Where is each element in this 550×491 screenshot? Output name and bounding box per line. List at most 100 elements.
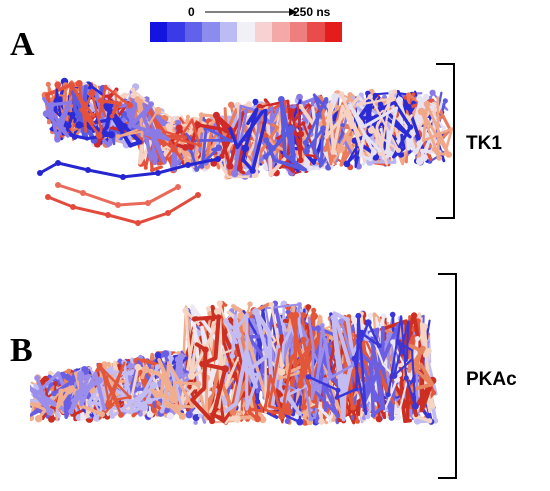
atom-ball <box>80 416 85 421</box>
atom-ball <box>381 313 387 319</box>
trajectory-chain <box>117 98 159 138</box>
time-color-swatch <box>167 22 185 42</box>
panel-b-bracket <box>438 273 457 479</box>
atom-ball <box>87 82 93 89</box>
atom-ball <box>389 311 396 318</box>
atom-ball <box>52 381 59 387</box>
atom-ball <box>302 147 310 155</box>
atom-ball <box>182 135 188 140</box>
atom-ball <box>115 202 121 208</box>
atom-ball <box>68 408 74 415</box>
atom-ball <box>229 353 236 359</box>
atom-ball <box>126 102 134 109</box>
atom-ball <box>306 165 313 172</box>
atom-ball <box>163 400 168 406</box>
atom-ball <box>55 182 61 188</box>
atom-ball <box>75 414 82 421</box>
trajectory-chain <box>99 97 143 148</box>
atom-ball <box>429 89 436 96</box>
trajectory-chain <box>140 357 179 402</box>
atom-ball <box>289 355 295 360</box>
trajectory-chain <box>407 344 435 392</box>
atom-ball <box>313 384 321 392</box>
atom-ball <box>186 114 190 119</box>
atom-ball <box>345 317 350 323</box>
atom-ball <box>178 412 186 420</box>
atom-ball <box>256 337 262 343</box>
atom-ball <box>115 134 121 139</box>
atom-ball <box>95 376 104 384</box>
atom-ball <box>120 174 126 180</box>
atom-ball <box>199 360 206 368</box>
atom-ball <box>70 204 76 210</box>
atom-ball <box>252 98 259 105</box>
atom-ball <box>265 353 270 358</box>
atom-ball <box>182 307 189 314</box>
atom-ball <box>109 114 115 119</box>
time-color-swatch <box>324 22 342 42</box>
atom-ball <box>347 92 353 98</box>
time-color-swatch <box>219 22 238 42</box>
atom-ball <box>103 375 109 381</box>
atom-ball <box>56 371 61 376</box>
atom-ball <box>351 316 358 323</box>
atom-ball <box>127 395 132 400</box>
atom-ball <box>234 331 242 339</box>
atom-ball <box>37 170 43 176</box>
atom-ball <box>390 372 398 379</box>
atom-ball <box>338 318 345 325</box>
atom-ball <box>279 363 285 368</box>
time-color-swatch <box>184 22 203 42</box>
atom-ball <box>327 371 333 378</box>
atom-ball <box>128 143 133 148</box>
atom-ball <box>249 167 256 174</box>
time-color-swatch <box>202 22 220 42</box>
atom-ball <box>342 373 348 379</box>
atom-ball <box>146 397 153 405</box>
atom-ball <box>320 125 327 132</box>
atom-ball <box>297 411 303 416</box>
atom-ball <box>305 304 312 310</box>
atom-ball <box>169 396 178 404</box>
atom-ball <box>376 343 382 349</box>
atom-ball <box>347 103 353 108</box>
atom-ball <box>406 92 412 98</box>
atom-ball <box>421 323 428 330</box>
atom-ball <box>154 106 162 114</box>
atom-ball <box>173 406 181 414</box>
trajectory-chain <box>307 316 355 401</box>
trajectory-chain <box>97 85 132 119</box>
atom-ball <box>185 162 191 168</box>
atom-ball <box>97 97 104 104</box>
atom-ball <box>67 100 72 105</box>
atom-ball <box>128 370 134 376</box>
atom-ball <box>335 413 341 419</box>
atom-ball <box>137 139 143 145</box>
atom-ball <box>143 165 148 170</box>
atom-ball <box>407 124 414 130</box>
trajectory-chain <box>164 361 209 420</box>
atom-ball <box>135 220 141 226</box>
atom-ball <box>256 372 261 378</box>
atom-ball <box>442 98 448 104</box>
atom-ball <box>141 365 150 374</box>
atom-ball <box>351 355 358 362</box>
atom-ball <box>116 101 122 107</box>
atom-ball <box>85 136 89 141</box>
atom-ball <box>216 300 223 307</box>
atom-ball <box>155 170 161 176</box>
trajectory-chain <box>42 96 72 141</box>
atom-ball <box>296 418 304 426</box>
atom-ball <box>69 111 76 119</box>
panel-a-letter: A <box>10 26 35 63</box>
atom-ball <box>370 412 376 418</box>
atom-ball <box>105 212 111 218</box>
trajectory-chain <box>223 309 281 414</box>
panel-b-protein-label: PKAc <box>466 369 517 390</box>
trajectory-chain <box>387 315 417 408</box>
atom-ball <box>416 95 423 102</box>
atom-ball <box>269 145 276 152</box>
time-arrow-icon <box>205 8 297 16</box>
atom-ball <box>364 319 372 326</box>
